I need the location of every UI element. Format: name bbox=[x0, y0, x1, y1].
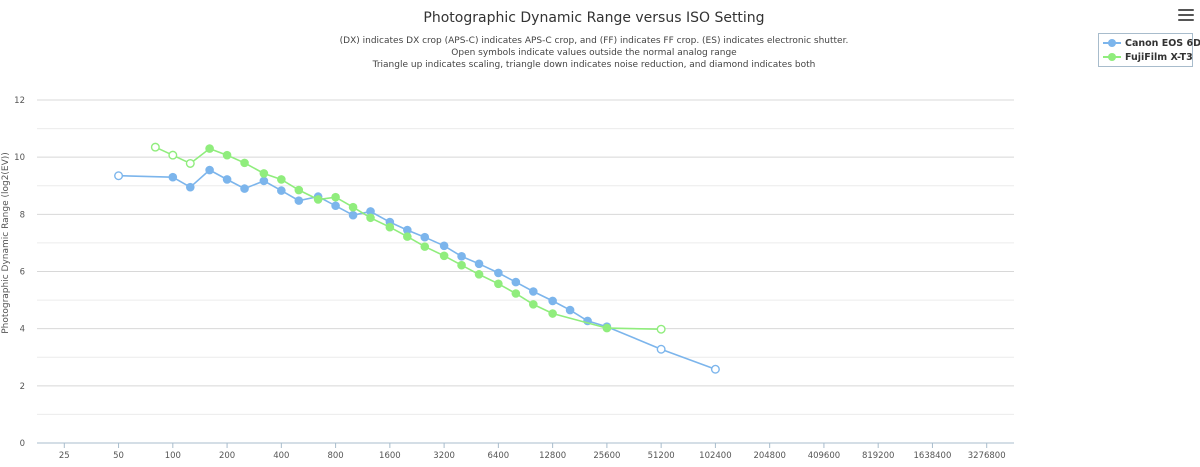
data-point bbox=[277, 175, 286, 184]
data-point bbox=[457, 260, 466, 270]
x-tick-label: 12800 bbox=[539, 451, 566, 461]
y-tick-label: 0 bbox=[20, 439, 25, 449]
x-tick-label: 102400 bbox=[699, 451, 731, 461]
data-point bbox=[494, 268, 503, 278]
data-point bbox=[548, 309, 557, 318]
data-point bbox=[602, 323, 612, 333]
data-point bbox=[348, 202, 358, 212]
data-point bbox=[366, 213, 375, 223]
data-point bbox=[277, 186, 286, 195]
x-tick-label: 51200 bbox=[648, 451, 675, 461]
data-point-open bbox=[185, 158, 195, 168]
legend-item-fujifilm[interactable]: FujiFilm X-T3 bbox=[1103, 50, 1193, 64]
data-point-open bbox=[114, 171, 124, 181]
data-point bbox=[205, 144, 214, 153]
axes: 0 2 4 6 8 10 12 25 50 100 200 400 800 1600 3200 6400 128… bbox=[14, 96, 1014, 461]
legend-label-fujifilm: FujiFilm X-T3 bbox=[1125, 51, 1193, 63]
x-tick-label: 100 bbox=[165, 451, 181, 461]
series-layer bbox=[114, 142, 720, 374]
data-point bbox=[222, 150, 232, 160]
x-tick-label: 3276800 bbox=[968, 451, 1006, 461]
data-point bbox=[529, 287, 538, 296]
data-point bbox=[403, 225, 412, 235]
data-point bbox=[294, 185, 304, 195]
data-point bbox=[240, 158, 249, 168]
x-tick-label: 25 bbox=[59, 451, 70, 461]
data-point bbox=[240, 184, 249, 193]
data-point bbox=[548, 296, 557, 306]
data-point bbox=[168, 172, 178, 182]
data-point bbox=[331, 192, 340, 202]
chart-subtitle-line-3: Triangle up indicates scaling, triangle … bbox=[372, 60, 816, 70]
y-tick-label: 10 bbox=[14, 153, 25, 163]
x-tick-label: 819200 bbox=[862, 451, 894, 461]
data-point bbox=[403, 232, 412, 241]
data-point bbox=[439, 251, 449, 261]
data-point bbox=[331, 201, 340, 211]
series-line-canon-eos-6d bbox=[118, 169, 716, 371]
data-point bbox=[439, 241, 449, 251]
x-tick-label: 3200 bbox=[433, 451, 455, 461]
data-point-open bbox=[656, 344, 666, 354]
data-point bbox=[511, 277, 521, 287]
x-tick-label: 50 bbox=[113, 451, 124, 461]
data-point bbox=[420, 242, 430, 251]
data-point bbox=[366, 207, 375, 216]
data-point bbox=[529, 300, 538, 309]
x-tick-label: 6400 bbox=[488, 451, 510, 461]
grid-lines bbox=[37, 99, 1014, 444]
x-tick-label: 409600 bbox=[808, 451, 840, 461]
x-tick-label: 200 bbox=[219, 451, 235, 461]
data-point bbox=[420, 232, 430, 242]
data-point bbox=[474, 259, 484, 269]
chart-title: Photographic Dynamic Range versus ISO Se… bbox=[423, 10, 764, 26]
data-point bbox=[222, 175, 232, 184]
data-point-open bbox=[150, 142, 160, 152]
y-tick-label: 8 bbox=[20, 210, 25, 220]
data-point bbox=[385, 222, 395, 232]
y-axis-label: Photographic Dynamic Range (log2(EV)) bbox=[1, 152, 11, 334]
data-point bbox=[259, 169, 269, 178]
data-point bbox=[457, 252, 466, 261]
data-point-open bbox=[168, 150, 178, 160]
data-point bbox=[494, 279, 503, 289]
x-tick-label: 1638400 bbox=[914, 451, 952, 461]
y-tick-label: 4 bbox=[20, 325, 25, 335]
data-point bbox=[348, 210, 358, 220]
y-tick-label: 2 bbox=[20, 382, 25, 392]
data-point bbox=[313, 195, 323, 204]
x-tick-label: 800 bbox=[327, 451, 343, 461]
data-point bbox=[185, 182, 195, 192]
data-point bbox=[511, 289, 521, 298]
chart-subtitle-line-1: (DX) indicates DX crop (APS-C) indicates… bbox=[340, 36, 849, 46]
x-tick-label: 400 bbox=[273, 451, 289, 461]
data-point bbox=[259, 176, 269, 186]
legend-label-canon: Canon EOS 6D bbox=[1125, 37, 1200, 49]
y-tick-label: 6 bbox=[20, 268, 25, 278]
legend-swatch-fujifilm-icon bbox=[1103, 52, 1121, 62]
data-point-open bbox=[710, 364, 720, 374]
x-tick-label: 1600 bbox=[379, 451, 401, 461]
data-point bbox=[205, 165, 214, 175]
series-fujifilm-x-t3 bbox=[150, 142, 666, 334]
x-tick-label: 204800 bbox=[753, 451, 785, 461]
data-point bbox=[294, 196, 304, 205]
legend-item-canon[interactable]: Canon EOS 6D bbox=[1103, 36, 1200, 50]
data-point bbox=[474, 270, 484, 279]
legend: Canon EOS 6D FujiFilm X-T3 bbox=[1098, 33, 1200, 67]
series-canon-eos-6d bbox=[114, 165, 720, 374]
x-tick-label: 25600 bbox=[593, 451, 620, 461]
data-point bbox=[565, 305, 575, 315]
data-point-open bbox=[656, 324, 666, 334]
hamburger-menu-icon[interactable] bbox=[1178, 9, 1194, 23]
y-tick-label: 12 bbox=[14, 96, 25, 106]
chart-subtitle-line-2: Open symbols indicate values outside the… bbox=[451, 48, 737, 58]
legend-swatch-canon-icon bbox=[1103, 38, 1121, 48]
